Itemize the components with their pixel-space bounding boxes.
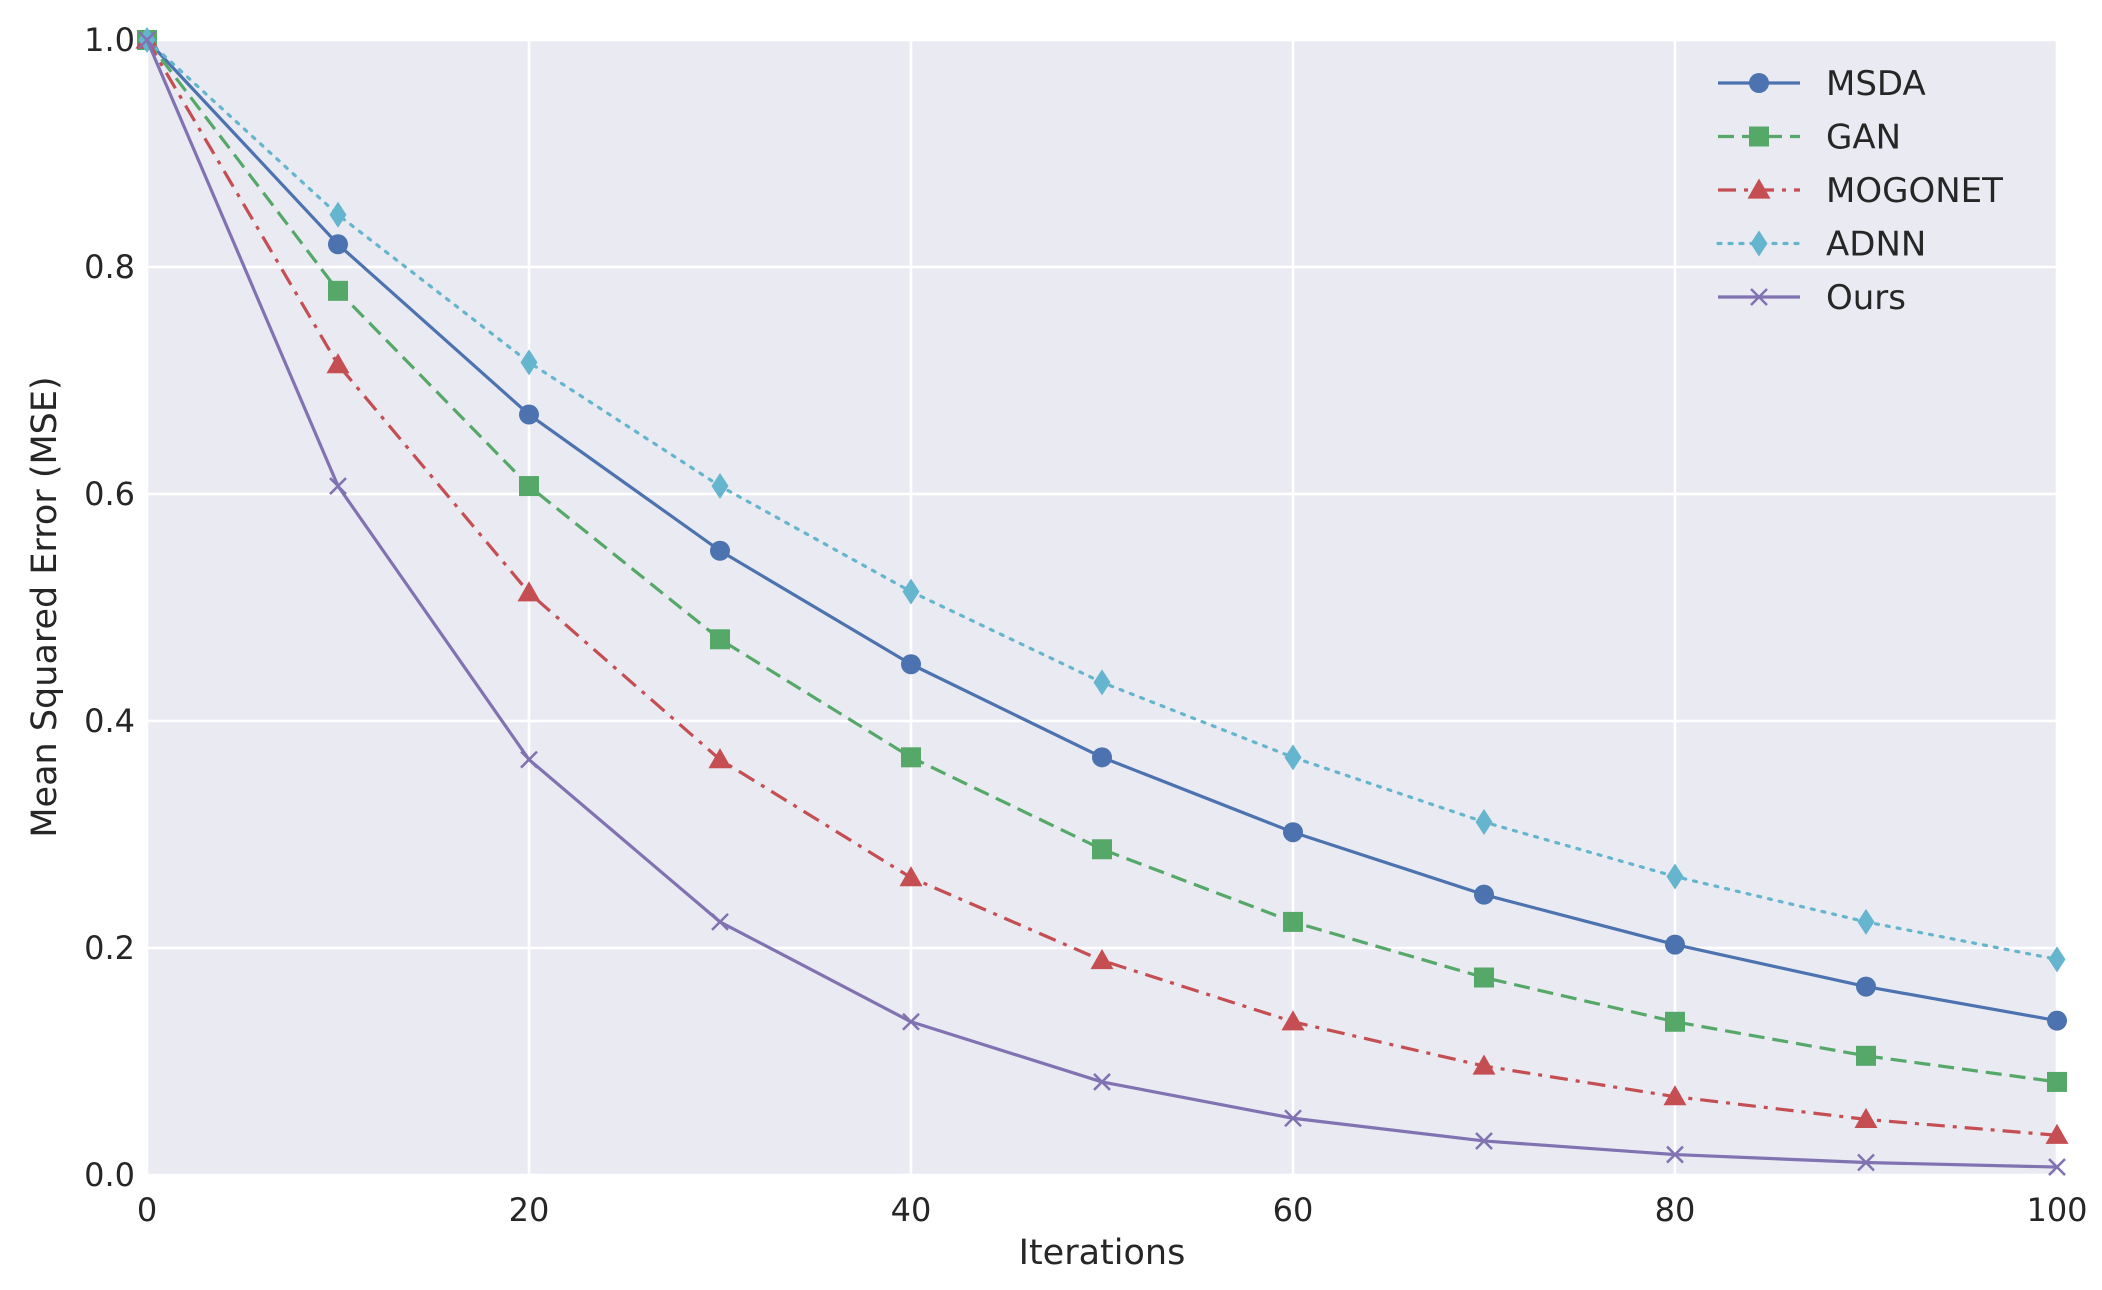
data-point-adnn — [2048, 946, 2066, 973]
data-point-gan — [1856, 1045, 1876, 1066]
data-point-adnn — [711, 473, 729, 500]
series-line-mogonet — [145, 39, 2058, 1137]
legend-label-mogonet: MOGONET — [1826, 171, 2003, 211]
series-ours — [138, 31, 2066, 1176]
data-point-gan — [1665, 1011, 1685, 1032]
x-tick-label: 0 — [137, 1191, 157, 1229]
data-point-adnn — [1857, 908, 1875, 935]
data-point-msda — [328, 234, 348, 255]
y-tick-label: 0.2 — [84, 929, 135, 967]
data-point-ours — [1093, 1073, 1111, 1091]
legend-marker-mogonet — [1747, 178, 1771, 199]
data-point-ours — [1475, 1132, 1493, 1150]
data-point-mogonet — [326, 353, 350, 374]
data-point-gan — [519, 476, 539, 497]
data-point-gan — [1092, 839, 1112, 860]
data-point-ours — [711, 913, 729, 931]
y-tick-label: 0.8 — [84, 248, 135, 286]
data-point-mogonet — [899, 866, 923, 887]
data-point-gan — [710, 629, 730, 650]
data-point-mogonet — [1090, 948, 1114, 970]
data-point-adnn — [1093, 669, 1111, 696]
y-tick-label: 1.0 — [84, 21, 135, 59]
plot-background — [147, 40, 2057, 1175]
data-point-ours — [1666, 1145, 1684, 1164]
data-point-gan — [1283, 911, 1303, 932]
y-tick-label: 0.0 — [84, 1156, 135, 1194]
legend-item-adnn: ADNN — [1716, 225, 1926, 265]
data-point-mogonet — [1854, 1107, 1878, 1129]
data-point-msda — [710, 540, 730, 561]
data-point-mogonet — [2045, 1123, 2069, 1144]
data-point-adnn — [329, 201, 347, 228]
data-point-mogonet — [708, 748, 732, 769]
data-point-msda — [1856, 976, 1876, 997]
y-axis-label: Mean Squared Error (MSE) — [25, 376, 65, 837]
data-point-adnn — [902, 578, 920, 605]
data-point-adnn — [1666, 863, 1684, 890]
grid-lines — [145, 38, 2059, 1177]
x-axis-label: Iterations — [1019, 1233, 1186, 1273]
legend-label-adnn: ADNN — [1826, 225, 1926, 265]
legend: MSDA GAN MOGONET ADNN Ours — [1716, 64, 2003, 318]
series-line-gan — [145, 39, 2058, 1084]
legend-label-msda: MSDA — [1826, 64, 1926, 104]
data-point-msda — [1092, 747, 1112, 768]
data-point-msda — [2047, 1010, 2067, 1031]
legend-label-gan: GAN — [1826, 118, 1901, 158]
legend-item-ours: Ours — [1718, 278, 1906, 318]
legend-item-msda: MSDA — [1718, 64, 1926, 104]
data-point-adnn — [520, 349, 538, 376]
data-point-mogonet — [517, 581, 541, 602]
series-gan — [137, 30, 2067, 1092]
data-point-msda — [1283, 822, 1303, 843]
y-tick-label: 0.6 — [84, 475, 135, 513]
x-tick-label: 40 — [891, 1191, 932, 1229]
data-point-msda — [519, 404, 539, 425]
data-point-gan — [1474, 967, 1494, 988]
data-point-adnn — [1284, 744, 1302, 771]
data-point-ours — [520, 750, 538, 769]
legend-label-ours: Ours — [1826, 278, 1906, 318]
data-point-gan — [901, 747, 921, 768]
series-mogonet — [135, 28, 2069, 1144]
legend-marker-msda — [1749, 73, 1769, 93]
legend-marker-adnn — [1750, 230, 1768, 257]
data-point-msda — [1665, 934, 1685, 955]
data-point-mogonet — [1281, 1010, 1305, 1031]
legend-marker-ours — [1750, 288, 1768, 306]
data-point-mogonet — [1472, 1054, 1496, 1075]
data-point-ours — [138, 31, 156, 49]
data-point-mogonet — [1663, 1085, 1687, 1106]
data-point-msda — [1474, 884, 1494, 905]
y-tick-label: 0.4 — [84, 702, 135, 740]
x-tick-label: 20 — [509, 1191, 550, 1229]
data-point-ours — [329, 477, 347, 495]
series-layer — [135, 27, 2069, 1176]
legend-marker-gan — [1749, 126, 1769, 147]
data-point-adnn — [1475, 809, 1493, 836]
x-tick-label: 100 — [2026, 1191, 2087, 1229]
x-tick-label: 80 — [1655, 1191, 1696, 1229]
legend-item-gan: GAN — [1718, 118, 1901, 158]
data-point-gan — [328, 280, 348, 301]
data-point-ours — [902, 1012, 920, 1031]
data-point-msda — [901, 654, 921, 675]
data-point-gan — [2047, 1071, 2067, 1092]
x-tick-label: 60 — [1273, 1191, 1314, 1229]
data-point-ours — [1284, 1109, 1302, 1128]
tick-labels: 0 20 40 60 80 100 0.0 0.2 0.4 0.6 0.8 1.0 — [84, 21, 2087, 1229]
legend-item-mogonet: MOGONET — [1718, 171, 2003, 211]
data-point-ours — [2048, 1158, 2066, 1176]
data-point-ours — [1857, 1153, 1875, 1172]
